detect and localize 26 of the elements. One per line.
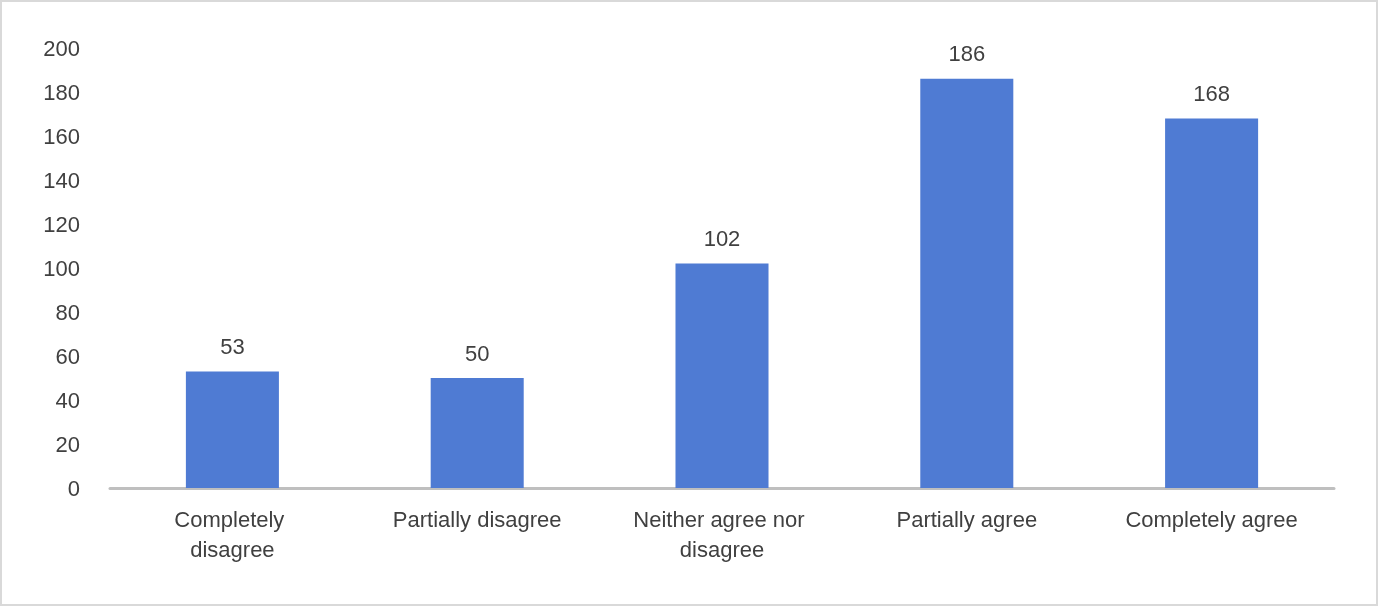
y-tick-label: 140 <box>43 167 80 193</box>
y-tick-label: 200 <box>43 35 80 61</box>
y-tick-label: 160 <box>43 123 80 149</box>
x-tick-label: Neither agree nor disagree <box>633 506 811 562</box>
bar <box>1165 118 1259 488</box>
bar <box>675 263 769 488</box>
data-label: 186 <box>948 41 986 67</box>
x-tick-label: Partially disagree <box>392 506 562 532</box>
bar <box>920 78 1014 488</box>
y-tick-label: 180 <box>43 79 80 105</box>
data-label: 50 <box>464 340 490 366</box>
y-tick-label: 100 <box>43 255 80 281</box>
data-label: 168 <box>1193 80 1230 106</box>
data-label: 102 <box>703 226 741 252</box>
y-tick-label: 20 <box>55 431 80 457</box>
y-tick-label: 40 <box>55 387 80 413</box>
data-label: 53 <box>220 333 245 359</box>
x-tick-label: Completely disagree <box>174 506 291 562</box>
x-tick-label: Completely agree <box>1125 506 1298 532</box>
x-tick-label: Partially agree <box>896 506 1038 532</box>
y-tick-label: 80 <box>55 299 80 325</box>
bar <box>185 371 279 488</box>
bar <box>430 378 524 488</box>
y-tick-label: 120 <box>43 211 80 237</box>
y-tick-label: 60 <box>55 343 80 369</box>
y-tick-label: 0 <box>67 475 80 501</box>
